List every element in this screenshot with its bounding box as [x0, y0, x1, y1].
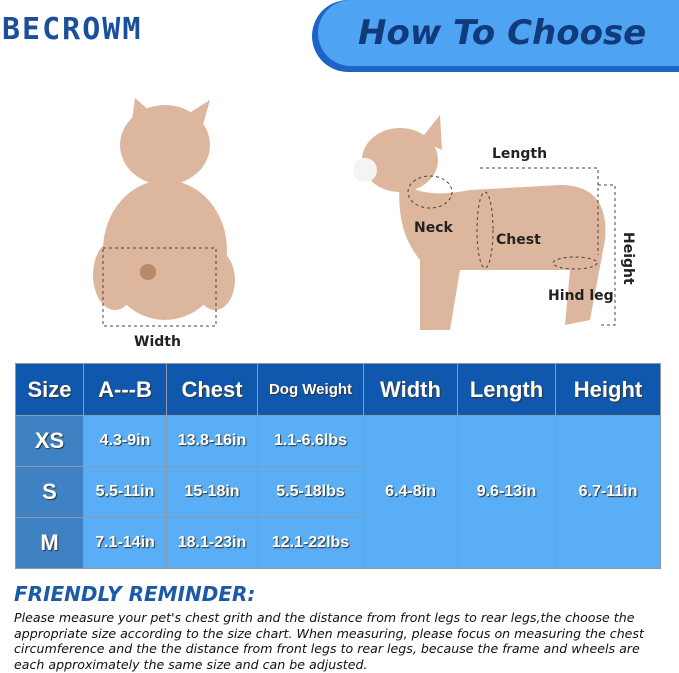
banner-title: How To Choose	[358, 13, 647, 53]
header-weight: Dog Weight	[257, 363, 364, 416]
weight-cell: 12.1-22lbs	[257, 517, 364, 569]
size-cell: S	[15, 466, 84, 518]
header-chest: Chest	[166, 363, 258, 416]
ab-cell: 5.5-11in	[83, 466, 167, 518]
chest-cell: 18.1-23in	[166, 517, 258, 569]
chest-label: Chest	[496, 232, 541, 248]
width-label: Width	[134, 334, 181, 350]
header-ab: A---B	[83, 363, 167, 416]
hind-leg-label: Hind leg	[548, 288, 614, 304]
reminder-title: FRIENDLY REMINDER:	[14, 582, 256, 606]
chest-cell: 15-18in	[166, 466, 258, 518]
header-row: Size A---B Chest Dog Weight Width Length…	[15, 363, 661, 416]
neck-measure	[407, 175, 453, 209]
table-row: XS 4.3-9in 13.8-16in 1.1-6.6lbs 6.4-8in …	[15, 415, 661, 569]
neck-label: Neck	[414, 220, 453, 236]
ab-cell: 4.3-9in	[83, 415, 167, 467]
chest-measure	[476, 191, 494, 269]
table-row: M 7.1-14in 18.1-23in 12.1-22lbs	[15, 517, 661, 569]
length-measure	[480, 167, 599, 255]
size-chart: Size A---B Chest Dog Weight Width Length…	[15, 363, 661, 569]
banner: How To Choose	[318, 0, 679, 66]
length-cell: 9.6-13in	[457, 415, 556, 569]
table-row: S 5.5-11in 15-18in 5.5-18lbs	[15, 466, 661, 518]
reminder-text: Please measure your pet's chest grith an…	[14, 610, 644, 672]
hind-leg-measure	[552, 256, 598, 270]
size-cell: XS	[15, 415, 84, 467]
height-label: Height	[620, 232, 636, 285]
width-measure	[102, 247, 217, 327]
header-height: Height	[555, 363, 661, 416]
weight-cell: 1.1-6.6lbs	[257, 415, 364, 467]
length-label: Length	[492, 146, 548, 162]
ab-cell: 7.1-14in	[83, 517, 167, 569]
height-measure	[598, 184, 616, 326]
dog-side-view	[353, 115, 606, 330]
width-cell: 6.4-8in	[363, 415, 458, 569]
brand-logo: BECROWM	[2, 12, 143, 47]
dog-back-view	[93, 98, 235, 320]
header-size: Size	[15, 363, 84, 416]
dog-illustrations	[93, 98, 616, 330]
header-length: Length	[457, 363, 556, 416]
size-cell: M	[15, 517, 84, 569]
height-cell: 6.7-11in	[555, 415, 661, 569]
weight-cell: 5.5-18lbs	[257, 466, 364, 518]
header-width: Width	[363, 363, 458, 416]
chest-cell: 13.8-16in	[166, 415, 258, 467]
